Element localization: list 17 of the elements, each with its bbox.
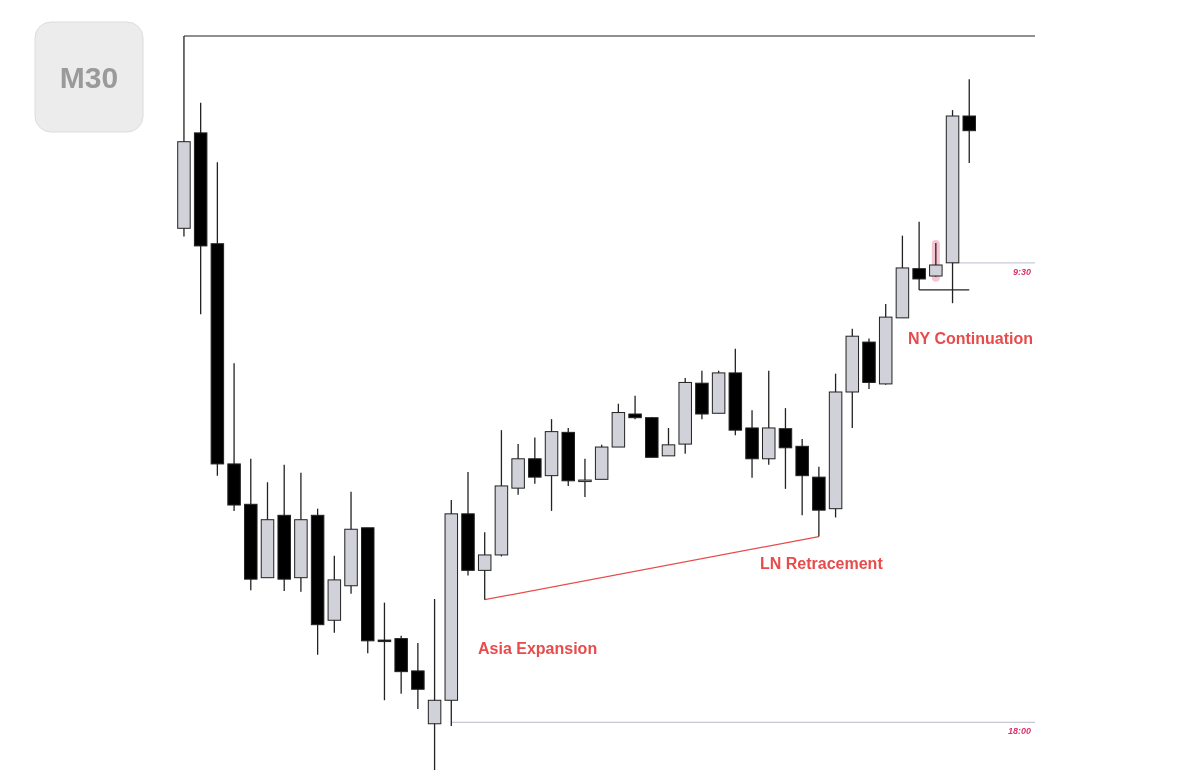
candlestick (411, 642, 425, 710)
annotation: NY Continuation (908, 330, 1034, 347)
annotation: Asia Expansion (478, 640, 598, 657)
candlestick (962, 78, 976, 164)
text: 9:30 (1012, 266, 1031, 277)
candlestick (427, 598, 442, 771)
candlestick (628, 395, 642, 420)
annotation: 18:00 (1007, 726, 1031, 737)
candlestick (578, 458, 592, 498)
candlestick (528, 436, 542, 485)
candlestick (778, 407, 793, 490)
annotation: LN Retracement (760, 555, 884, 572)
candlestick (912, 221, 926, 291)
candlestick (377, 602, 392, 701)
candlestick (661, 427, 676, 457)
text: M30 (59, 61, 119, 94)
candlestick (477, 531, 492, 601)
